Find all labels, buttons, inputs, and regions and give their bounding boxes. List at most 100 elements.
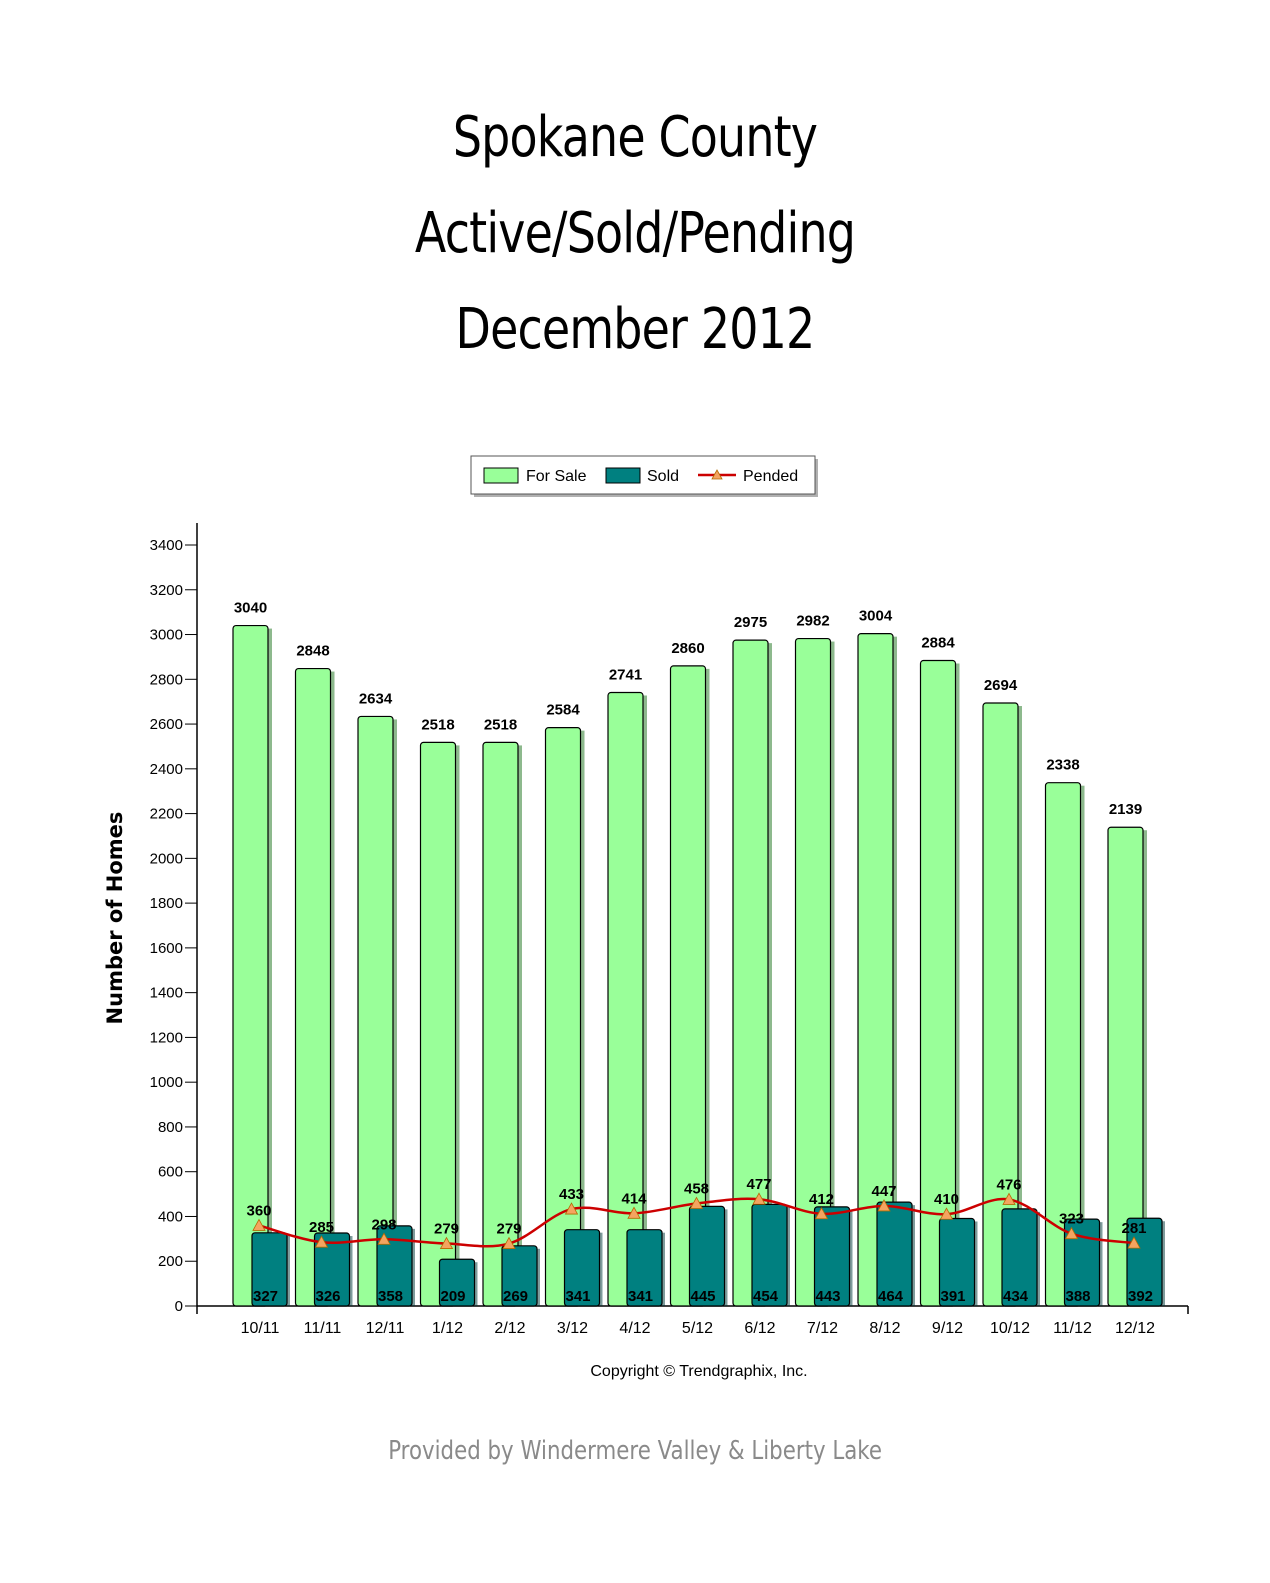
x-tick-label: 1/12 (432, 1320, 463, 1337)
x-tick-label: 8/12 (869, 1320, 900, 1337)
data-label-pended: 279 (496, 1221, 521, 1238)
bar-sold (313, 1232, 351, 1307)
data-label-sold: 341 (565, 1288, 590, 1305)
y-tick-label: 200 (158, 1253, 183, 1270)
data-label-sold: 454 (753, 1288, 779, 1305)
y-tick-label: 2400 (150, 761, 183, 778)
x-tick-label: 12/12 (1115, 1320, 1155, 1337)
data-label-pended: 476 (996, 1176, 1021, 1193)
bar-for-sale (1044, 782, 1082, 1307)
data-label-for-sale: 2694 (984, 677, 1018, 694)
bar-sold (438, 1258, 476, 1307)
bar-for-sale (544, 727, 582, 1307)
bar-sold (251, 1232, 288, 1307)
y-tick-label: 600 (158, 1164, 183, 1181)
data-label-for-sale: 2848 (296, 643, 329, 660)
data-label-for-sale: 2518 (484, 716, 517, 733)
data-label-for-sale: 2982 (796, 613, 829, 630)
y-tick-label: 1600 (150, 940, 183, 957)
x-tick-label: 6/12 (744, 1320, 775, 1337)
data-label-sold: 434 (1003, 1288, 1029, 1305)
bar-line-chart: For Sale Sold Pended 0 200 400 600 800 1000 1200 1… (103, 455, 1189, 1380)
marker-pended (439, 1236, 454, 1249)
legend-box (470, 455, 816, 495)
marker-pended (1002, 1192, 1016, 1205)
data-label-for-sale: 2975 (734, 614, 767, 631)
data-label-sold: 391 (940, 1288, 965, 1305)
bar-for-sale (419, 741, 457, 1307)
bar-for-sale (232, 624, 269, 1307)
y-axis-title: Number of Homes (103, 812, 127, 1025)
bar-sold (501, 1245, 538, 1307)
data-label-pended: 477 (746, 1176, 771, 1193)
marker-pended (377, 1232, 391, 1245)
data-label-sold: 388 (1065, 1288, 1090, 1305)
x-tick-label: 11/12 (1053, 1320, 1092, 1337)
bar-for-sale (1107, 826, 1144, 1307)
y-tick-label: 1400 (150, 985, 183, 1002)
marker-pended (502, 1236, 516, 1249)
bar-sold (1063, 1218, 1101, 1307)
marker-pended (939, 1207, 954, 1220)
y-tick-label: 3000 (150, 627, 183, 644)
legend-label-sold: Sold (647, 468, 679, 485)
y-tick-label: 2800 (150, 671, 183, 688)
bar-sold (813, 1206, 851, 1307)
provided-by-note: Provided by Windermere Valley & Liberty … (0, 1436, 1270, 1466)
data-label-sold: 327 (253, 1288, 278, 1305)
x-tick-label: 7/12 (807, 1320, 838, 1337)
marker-pended (814, 1206, 829, 1220)
marker-pended (252, 1218, 266, 1231)
bar-sold (688, 1205, 726, 1307)
x-tick-label: 10/12 (990, 1320, 1030, 1337)
data-label-for-sale: 2741 (609, 666, 642, 683)
x-tick-label: 9/12 (932, 1320, 963, 1337)
legend-swatch-for-sale (483, 467, 519, 484)
marker-pended (627, 1206, 641, 1219)
marker-pended (689, 1196, 704, 1209)
y-tick-label: 0 (175, 1298, 183, 1315)
bar-sold (876, 1201, 913, 1307)
data-label-pended: 447 (871, 1183, 896, 1200)
data-label-sold: 341 (628, 1288, 653, 1305)
data-label-for-sale: 2139 (1109, 801, 1142, 818)
data-label-sold: 392 (1128, 1288, 1153, 1305)
y-tick-label: 400 (158, 1208, 183, 1225)
x-tick-label: 4/12 (619, 1320, 650, 1337)
bar-sold (376, 1225, 413, 1307)
bar-sold (563, 1229, 601, 1307)
data-label-pended: 360 (246, 1202, 271, 1219)
y-tick-label: 3200 (150, 582, 183, 599)
y-tick-label: 2200 (150, 806, 183, 823)
bar-sold (751, 1203, 788, 1307)
y-tick-label: 800 (158, 1119, 183, 1136)
data-label-pended: 414 (621, 1190, 647, 1207)
data-label-sold: 464 (878, 1288, 904, 1305)
data-label-for-sale: 2518 (421, 716, 454, 733)
bar-for-sale (294, 667, 332, 1307)
bar-for-sale (857, 633, 894, 1307)
x-tick-label: 5/12 (682, 1320, 713, 1337)
y-tick-label: 1000 (150, 1074, 183, 1091)
data-label-sold: 445 (690, 1288, 715, 1305)
data-label-for-sale: 2584 (546, 702, 580, 719)
bar-for-sale (669, 665, 707, 1307)
legend-label-for-sale: For Sale (526, 468, 587, 485)
title-line-3: December 2012 (455, 297, 816, 362)
data-label-pended: 410 (934, 1191, 959, 1208)
bar-for-sale (607, 691, 644, 1307)
data-label-pended: 279 (434, 1221, 459, 1238)
data-label-for-sale: 2634 (359, 690, 393, 707)
data-label-for-sale: 2338 (1046, 757, 1079, 774)
data-label-for-sale: 3040 (234, 600, 267, 617)
legend-label-pended: Pended (743, 468, 798, 485)
legend-swatch-sold (605, 467, 641, 484)
y-tick-label: 1800 (150, 895, 183, 912)
marker-pended (1064, 1226, 1079, 1240)
chart-title: Spokane County Active/Sold/Pending Decem… (0, 90, 1270, 378)
data-label-sold: 443 (815, 1288, 840, 1305)
data-label-for-sale: 3004 (859, 608, 893, 625)
x-tick-label: 11/11 (304, 1320, 342, 1337)
title-line-1: Spokane County (452, 105, 818, 170)
data-label-pended: 458 (684, 1180, 709, 1197)
